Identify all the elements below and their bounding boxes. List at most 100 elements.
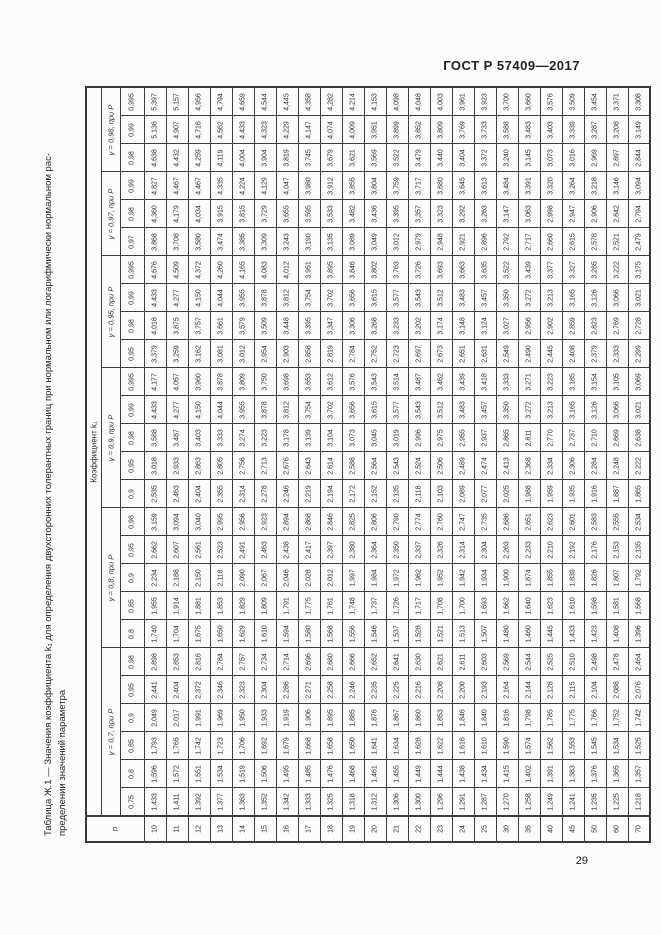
k-value-cell: 1,438 <box>451 759 475 788</box>
k-value-cell: 1,408 <box>605 619 629 648</box>
k-value: 1,568 <box>327 624 335 643</box>
k-value: 3,543 <box>415 288 423 307</box>
k-value: 3,306 <box>349 316 357 335</box>
k-value-cell: 1,610 <box>473 731 497 760</box>
k-value: 1,726 <box>393 596 401 615</box>
k-value-cell: 3,878 <box>253 395 277 424</box>
k-value-cell: 2,921 <box>451 227 475 256</box>
k-value: 4,638 <box>151 148 159 167</box>
k-value-cell: 3,165 <box>561 283 585 312</box>
k-value: 2,756 <box>239 456 247 475</box>
k-value: 2,118 <box>217 569 225 586</box>
k-value: 2,463 <box>173 484 181 503</box>
n-value: 21 <box>393 825 401 833</box>
k-value: 1,829 <box>239 596 247 615</box>
k-value-cell: 1,622 <box>429 731 453 760</box>
k-value: 3,309 <box>261 232 269 251</box>
k-value: 2,306 <box>569 456 577 475</box>
k-value-cell: 2,219 <box>297 479 321 508</box>
k-value: 3,259 <box>173 344 181 363</box>
k-value: 2,498 <box>591 652 599 671</box>
k-value-cell: 2,104 <box>583 675 607 704</box>
k-value: 2,326 <box>437 540 445 559</box>
k-value-cell: 3,274 <box>231 423 255 452</box>
k-value: 4,282 <box>327 92 335 111</box>
k-value-cell: 1,235 <box>583 787 607 817</box>
k-value-cell: 3,027 <box>495 311 519 340</box>
k-value-cell: 2,747 <box>451 507 475 536</box>
k-value-cell: 2,478 <box>605 647 629 676</box>
n-header-cell: n <box>85 815 145 843</box>
k-value-cell: 3,012 <box>385 227 409 256</box>
p-value-label: 0,98 <box>128 150 136 165</box>
k-value: 3,656 <box>349 288 357 307</box>
k-value: 1,807 <box>613 568 621 587</box>
k-value: 1,296 <box>437 792 445 811</box>
n-value: 17 <box>305 825 313 833</box>
k-value: 4,433 <box>151 400 159 419</box>
k-value-cell: 4,433 <box>143 283 167 312</box>
k-value: 2,491 <box>239 540 247 559</box>
k-value: 1,761 <box>327 596 335 615</box>
k-value-cell: 3,063 <box>517 199 541 228</box>
k-value: 2,188 <box>173 568 181 587</box>
k-value-cell: 3,479 <box>407 143 431 172</box>
k-value-cell: 2,713 <box>253 451 277 480</box>
k-value-cell: 3,185 <box>561 367 585 396</box>
k-value: 2,368 <box>525 456 533 475</box>
p-value-cell: 0,98 <box>119 647 145 676</box>
k-value: 4,048 <box>415 92 423 111</box>
k-value-cell: 4,432 <box>165 143 189 172</box>
k-value-cell: 2,710 <box>583 423 607 452</box>
k-value-cell: 3,154 <box>583 367 607 396</box>
k-value-cell: 2,696 <box>297 647 321 676</box>
k-value: 4,150 <box>195 288 203 307</box>
k-value-cell: 3,440 <box>429 143 453 172</box>
k-value-cell: 3,577 <box>385 395 409 424</box>
k-value: 2,858 <box>305 344 313 363</box>
k-value: 2,819 <box>327 344 335 363</box>
k-value: 1,534 <box>613 736 621 755</box>
k-value: 1,972 <box>393 568 401 587</box>
k-value: 2,192 <box>569 540 577 559</box>
p-value-label: 0,98 <box>128 514 136 529</box>
table-title-line1: Таблица Ж.1 — Значения коэффициента k₁ д… <box>43 152 54 836</box>
k-value: 1,485 <box>305 764 313 783</box>
k-value: 2,490 <box>525 344 533 363</box>
page-number: 29 <box>575 855 588 867</box>
k-value-cell: 1,675 <box>187 619 211 648</box>
k-value-cell: 3,233 <box>385 311 409 340</box>
k-value: 1,572 <box>173 764 181 783</box>
k-value-cell: 2,017 <box>165 703 189 732</box>
k-value-cell: 3,955 <box>231 283 255 312</box>
k-value-cell: 1,807 <box>605 563 629 592</box>
k-value-cell: 2,853 <box>165 647 189 676</box>
k-value-cell: 5,397 <box>143 86 167 116</box>
k-value-cell: 2,623 <box>539 507 563 536</box>
k-value-cell: 2,248 <box>605 451 629 480</box>
k-value-cell: 3,809 <box>429 115 453 144</box>
k-value: 3,588 <box>151 428 159 447</box>
k-value-cell: 1,829 <box>231 591 255 620</box>
k-value-cell: 1,342 <box>275 787 299 817</box>
k-value: 1,934 <box>481 568 489 587</box>
k-value-cell: 2,823 <box>583 311 607 340</box>
k-value: 2,714 <box>283 652 291 671</box>
k-value-cell: 1,363 <box>231 787 255 817</box>
k-value: 1,590 <box>503 736 511 755</box>
k-value-cell: 3,272 <box>517 283 541 312</box>
k-value-cell: 2,012 <box>319 563 343 592</box>
k-value-cell: 3,178 <box>275 423 299 452</box>
k-value: 2,728 <box>635 316 643 335</box>
k-value-cell: 3,569 <box>363 143 387 172</box>
k-value-cell: 1,874 <box>517 563 541 592</box>
k-value: 1,853 <box>437 708 445 727</box>
k-value-cell: 2,188 <box>165 563 189 592</box>
k-value: 1,933 <box>261 708 269 727</box>
k-value: 3,653 <box>305 372 313 391</box>
k-value-cell: 1,594 <box>275 619 299 648</box>
k-value: 2,734 <box>261 652 269 671</box>
k-value-cell: 1,793 <box>143 731 167 760</box>
k-value-cell: 1,423 <box>583 619 607 648</box>
k-value: 3,878 <box>261 400 269 419</box>
